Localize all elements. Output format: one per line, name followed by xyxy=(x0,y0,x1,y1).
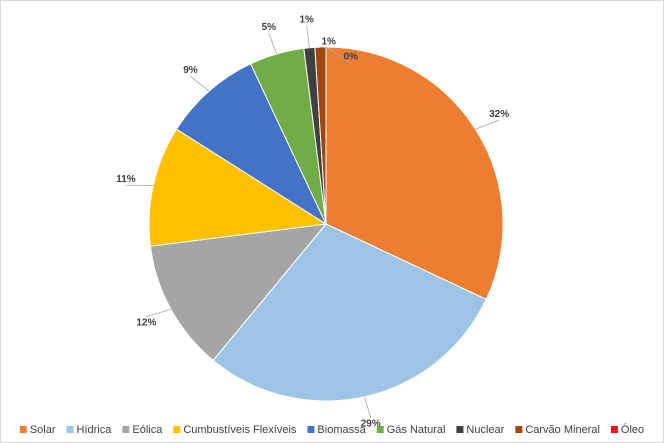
legend-swatch xyxy=(376,426,384,433)
legend-label: Carvão Mineral xyxy=(525,424,600,436)
value-label: 29% xyxy=(361,419,381,430)
value-label: 12% xyxy=(136,317,156,328)
legend-label: Cumbustíveis Flexíveis xyxy=(183,424,297,436)
legend-swatch xyxy=(610,426,618,433)
legend-label: Óleo xyxy=(621,423,644,436)
leader-line xyxy=(325,46,351,64)
value-label: 9% xyxy=(183,65,198,76)
legend-swatch xyxy=(307,426,315,433)
pie-slice xyxy=(148,128,328,247)
legend-swatch xyxy=(122,426,130,433)
pie-slice xyxy=(325,46,504,301)
leader-line xyxy=(364,396,372,419)
legend-label: Biomassa xyxy=(317,424,366,436)
leader-line xyxy=(306,25,310,48)
leader-line xyxy=(190,75,210,92)
value-label: 11% xyxy=(116,174,136,185)
pie-slice xyxy=(149,223,328,362)
leader-line xyxy=(475,119,500,130)
legend-label: Gás Natural xyxy=(387,424,446,436)
value-label: 1% xyxy=(321,37,336,48)
value-label: 32% xyxy=(489,109,509,120)
legend-label: Eólica xyxy=(132,424,163,436)
pie-slice xyxy=(175,63,328,226)
leader-line xyxy=(268,32,277,55)
value-label: 1% xyxy=(299,15,314,26)
legend-swatch xyxy=(19,426,27,433)
legend-swatch xyxy=(515,426,523,433)
value-label: 5% xyxy=(262,22,277,33)
legend-label: Nuclear xyxy=(466,424,504,436)
leader-line xyxy=(146,308,172,318)
legend-swatch xyxy=(456,426,464,433)
pie-slice xyxy=(212,223,487,402)
value-label: 0% xyxy=(343,52,358,63)
legend-swatch xyxy=(173,426,181,433)
legend-label: Hídrica xyxy=(77,424,113,436)
legend-swatch xyxy=(66,426,74,433)
legend-label: Solar xyxy=(30,424,56,436)
